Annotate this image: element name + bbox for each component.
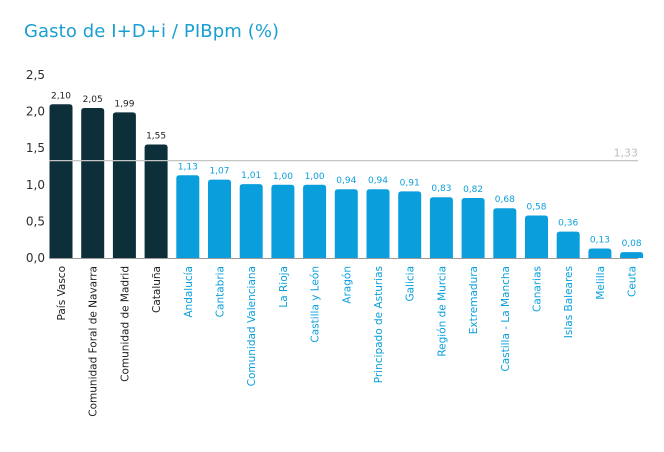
bar (81, 107, 105, 258)
data-label: 1,07 (209, 167, 229, 177)
bar (144, 144, 168, 258)
data-label: 0,08 (622, 239, 642, 249)
category-labels: País Vasco Comunidad Foral de Navarra Comu… (56, 266, 639, 417)
category-label: País Vasco (56, 266, 68, 321)
category-label: Región de Murcia (436, 266, 448, 357)
chart-title: Gasto de I+D+i / PIBpm (%) (24, 21, 280, 42)
y-tick-label: 0,5 (26, 214, 45, 228)
bar (271, 184, 295, 258)
data-label: 1,00 (305, 172, 325, 182)
bar (334, 189, 358, 258)
category-label: La Rioja (278, 266, 290, 308)
bars (49, 104, 644, 258)
category-label: Extremadura (468, 266, 480, 334)
y-axis: 0,0 0,5 1,0 1,5 2,0 2,5 (26, 68, 638, 265)
category-label: Islas Baleares (563, 266, 575, 338)
category-label: Ceuta (627, 266, 639, 297)
data-label: 0,82 (463, 185, 483, 195)
bar (556, 231, 580, 258)
category-label: Castilla y León (310, 266, 322, 343)
data-label: 1,55 (146, 132, 166, 142)
bar (49, 104, 73, 258)
data-label: 0,58 (526, 203, 546, 213)
y-tick-label: 2,0 (26, 105, 45, 119)
category-label: Canarias (532, 266, 544, 312)
category-label: Comunidad Foral de Navarra (88, 266, 100, 417)
category-label: Galicia (405, 266, 417, 302)
data-label: 0,91 (400, 178, 420, 188)
bar (366, 189, 390, 258)
data-label: 1,99 (114, 99, 134, 109)
bar (303, 184, 327, 258)
y-tick-label: 2,5 (26, 68, 45, 82)
data-label: 0,83 (431, 184, 451, 194)
y-tick-label: 0,0 (26, 251, 45, 265)
bar (112, 112, 136, 258)
data-label: 0,13 (590, 235, 610, 245)
data-label: 1,00 (273, 172, 293, 182)
bar (525, 215, 548, 258)
category-label: Andalucía (183, 266, 195, 318)
bar (239, 184, 263, 258)
category-label: Principado de Asturias (373, 266, 385, 383)
bar (461, 197, 485, 258)
category-label: Melilla (595, 266, 607, 300)
data-label: 0,94 (336, 176, 356, 186)
value-labels: 2,10 2,05 1,99 1,55 1,13 1,07 1,01 1,00 1,00 0,94… (51, 91, 642, 249)
data-label: 0,68 (495, 195, 515, 205)
category-label: Comunidad de Madrid (119, 266, 131, 382)
data-label: 1,13 (178, 162, 198, 172)
bar (398, 191, 422, 258)
data-label: 0,94 (368, 176, 388, 186)
bar (429, 197, 453, 258)
bar (208, 179, 231, 258)
category-label: Castilla - La Mancha (500, 266, 512, 372)
data-label: 0,36 (558, 219, 578, 229)
y-tick-label: 1,0 (26, 178, 45, 192)
data-label: 1,01 (241, 171, 261, 181)
data-label: 2,10 (51, 91, 71, 101)
category-label: Cataluña (151, 266, 163, 313)
reference-line-group: 1,33 (49, 147, 639, 162)
bar (176, 175, 200, 258)
category-label: Cantabria (215, 266, 227, 317)
bar (588, 248, 612, 258)
data-label: 2,05 (83, 95, 103, 105)
y-tick-label: 1,5 (26, 141, 45, 155)
reference-line-label: 1,33 (614, 147, 639, 160)
bar (620, 252, 644, 258)
category-label: Comunidad Valenciana (246, 266, 258, 386)
category-label: Aragón (341, 266, 353, 304)
bar (493, 208, 517, 258)
